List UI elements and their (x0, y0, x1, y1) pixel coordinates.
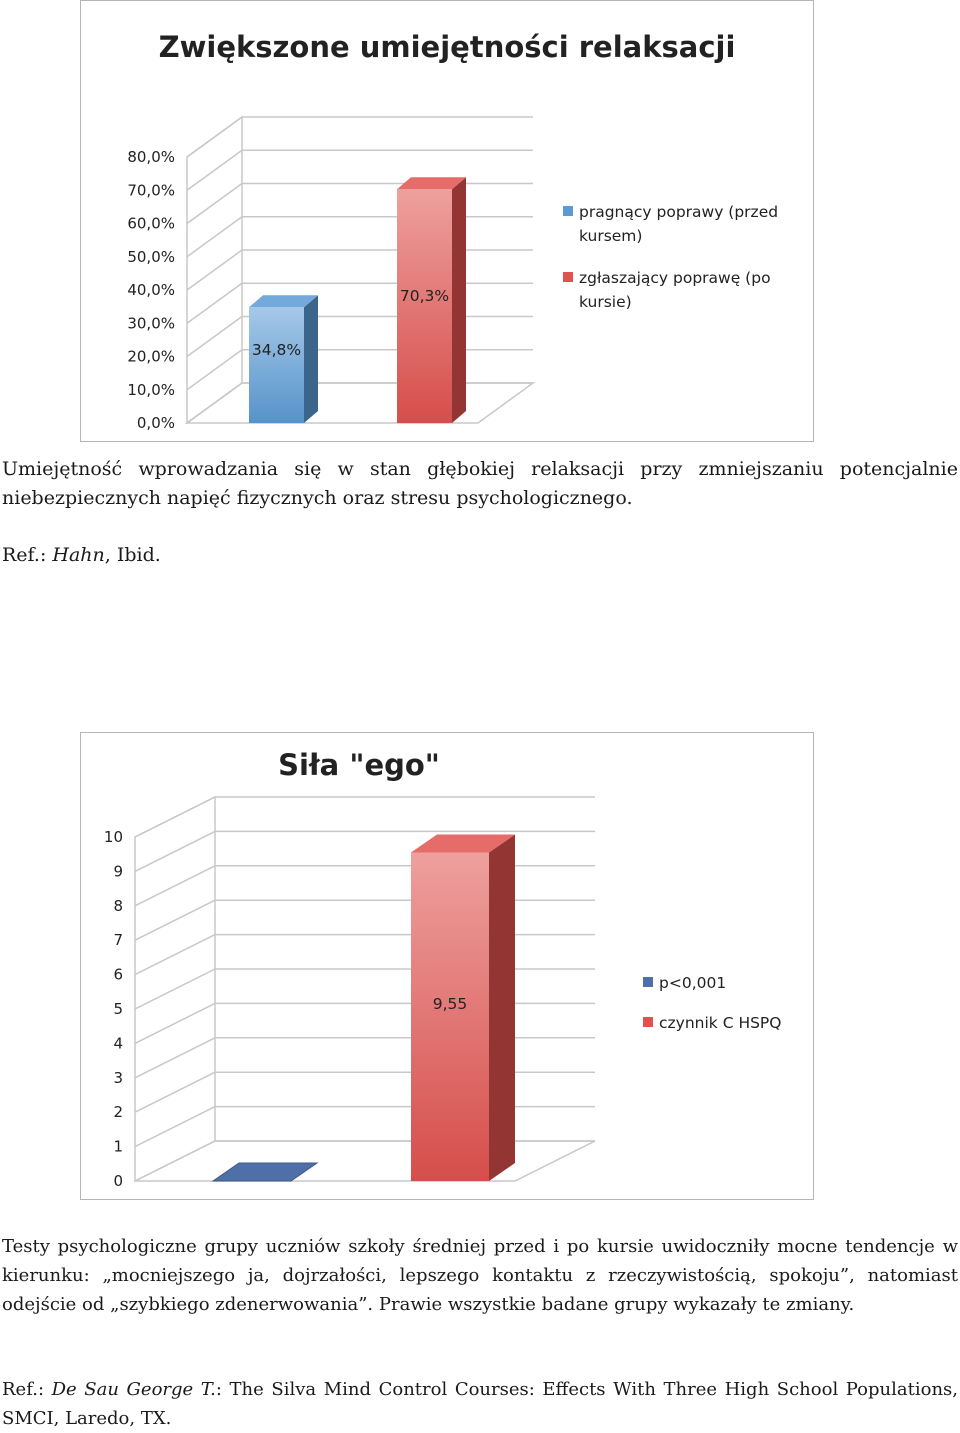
gridline-side (186, 216, 243, 258)
y-tick-label: 70,0% (127, 181, 175, 199)
y-tick-label: 5 (113, 1000, 123, 1018)
bar-top (411, 834, 515, 853)
legend-swatch (643, 977, 653, 987)
y-tick-label: 1 (113, 1138, 123, 1156)
gridline-side (186, 182, 243, 225)
legend-entry: zgłaszający poprawę (po (579, 269, 771, 287)
y-tick-label: 10 (104, 828, 123, 846)
bar-top (397, 177, 466, 190)
gridline-side (186, 249, 243, 291)
y-tick-label: 0 (113, 1172, 123, 1190)
y-tick-label: 9 (113, 862, 123, 880)
data-label: 9,55 (433, 995, 468, 1013)
y-tick-label: 10,0% (127, 381, 175, 399)
y-tick-label: 60,0% (127, 215, 175, 233)
gridline-side (134, 899, 216, 941)
legend-swatch (643, 1017, 653, 1027)
bar (397, 189, 452, 423)
gridline-side (134, 1140, 216, 1182)
legend-swatch (563, 206, 573, 216)
y-tick-label: 4 (113, 1034, 123, 1052)
legend-entry: kursem) (579, 227, 642, 245)
y-tick-label: 3 (113, 1069, 123, 1087)
y-tick-label: 20,0% (127, 348, 175, 366)
y-tick-label: 80,0% (127, 148, 175, 166)
chart-ego-svg: Siła "ego" 0 1 2 3 4 5 6 7 8 9 10 9,55 p<0,001 czynnik… (104, 748, 782, 1190)
y-tick-label: 50,0% (127, 248, 175, 266)
bar-side (452, 177, 466, 423)
legend-entry: p<0,001 (659, 974, 726, 992)
y-tick-label: 7 (113, 931, 123, 949)
paragraph-relaxation: Umiejętność wprowadzania się w stan głęb… (2, 458, 958, 509)
legend-entry: pragnący poprawy (przed (579, 203, 778, 221)
gridline-side (186, 282, 243, 324)
y-tick-label: 30,0% (127, 314, 175, 332)
reference-de-sau: Ref.: De Sau George T.: The Silva Mind C… (2, 1375, 958, 1433)
gridline-side (134, 1037, 216, 1079)
bar-top (211, 1162, 319, 1182)
y-tick-label: 2 (113, 1103, 123, 1121)
bar-top (249, 295, 318, 308)
data-label: 70,3% (400, 287, 449, 305)
bar-side (304, 295, 318, 423)
chart-ego-strength: Siła "ego" 0 1 2 3 4 5 6 7 8 9 10 9,55 p<0,001 czynnik… (80, 732, 814, 1200)
bar (249, 307, 304, 423)
floor (184, 382, 536, 424)
reference-prefix: Ref.: (2, 1379, 52, 1400)
chart-title: Siła "ego" (278, 748, 440, 782)
legend-entry: czynnik C HSPQ (659, 1014, 781, 1032)
y-tick-label: 40,0% (127, 281, 175, 299)
reference-author: Hahn (52, 544, 105, 566)
reference-suffix: , Ibid. (104, 544, 161, 566)
legend-entry: kursie) (579, 293, 632, 311)
bar (411, 852, 489, 1181)
gridline-side (134, 865, 216, 907)
gridline-side (134, 1002, 216, 1045)
gridline-side (134, 933, 216, 976)
legend-swatch (563, 272, 573, 282)
reference-suffix: : The Silva Mind Control Courses: Effect… (2, 1379, 958, 1429)
y-tick-label: 0,0% (137, 414, 175, 432)
y-tick-label: 8 (113, 897, 123, 915)
paragraph-tests: Testy psychologiczne grupy uczniów szkoł… (2, 1236, 958, 1315)
gridline-side (134, 968, 216, 1010)
gridline-side (134, 1105, 216, 1148)
gridline-side (186, 349, 243, 391)
gridline-side (186, 149, 243, 191)
gridline-side (134, 796, 216, 838)
reference-hahn: Ref.: Hahn, Ibid. (2, 541, 958, 570)
chart-title: Zwiększone umiejętności relaksacji (159, 30, 736, 64)
gridline-side (186, 382, 243, 424)
data-label: 34,8% (252, 341, 301, 359)
gridline-side (186, 315, 243, 358)
chart-relaxation-skills: Zwiększone umiejętności relaksacji 0,0% 10… (80, 0, 814, 442)
reference-author: De Sau George T. (51, 1379, 216, 1400)
y-tick-label: 6 (113, 966, 123, 984)
reference-prefix: Ref.: (2, 544, 53, 566)
gridline-side (134, 1071, 216, 1113)
gridline-side (186, 116, 243, 158)
bar-side (489, 834, 515, 1181)
chart-relaxation-svg: Zwiększone umiejętności relaksacji 0,0% 10… (127, 30, 778, 432)
gridline-side (134, 830, 216, 873)
